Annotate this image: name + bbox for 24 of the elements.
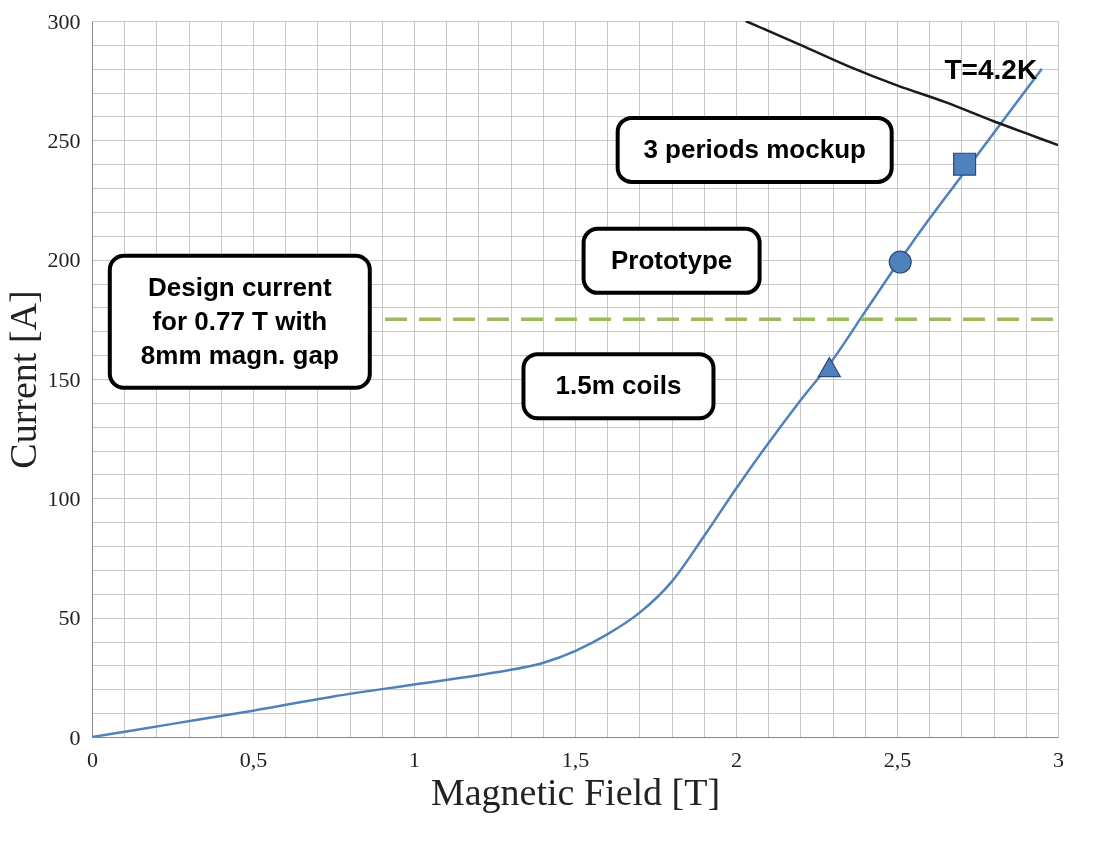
- x-axis-title: Magnetic Field [T]: [430, 770, 721, 813]
- point: [888, 250, 912, 274]
- x-tick-label: 0: [87, 746, 98, 772]
- y-tick-label: 50: [58, 605, 81, 631]
- y-tick-label: 150: [47, 366, 81, 392]
- x-tick-label: 2: [731, 746, 742, 772]
- point: [817, 356, 841, 378]
- x-tick-label: 1,5: [561, 746, 590, 772]
- annotation: Design current for 0.77 T with 8mm magn. gap: [140, 271, 339, 370]
- x-tick-label: 2,5: [883, 746, 912, 772]
- series-label: T=4.2K: [944, 54, 1038, 86]
- x-tick-label: 3: [1053, 746, 1064, 772]
- y-tick-label: 250: [47, 127, 81, 153]
- y-axis-title: Current [A]: [1, 290, 44, 469]
- annotation: 3 periods mockup: [643, 133, 866, 164]
- annotation: 1.5m coils: [555, 370, 682, 401]
- y-tick-label: 300: [47, 8, 81, 34]
- annotation: Prototype: [610, 244, 733, 275]
- x-tick-label: 1: [409, 746, 420, 772]
- y-tick-label: 100: [47, 485, 81, 511]
- point: [953, 152, 977, 176]
- y-tick-label: 0: [69, 724, 81, 750]
- x-tick-label: 0,5: [239, 746, 268, 772]
- y-tick-label: 200: [47, 247, 81, 273]
